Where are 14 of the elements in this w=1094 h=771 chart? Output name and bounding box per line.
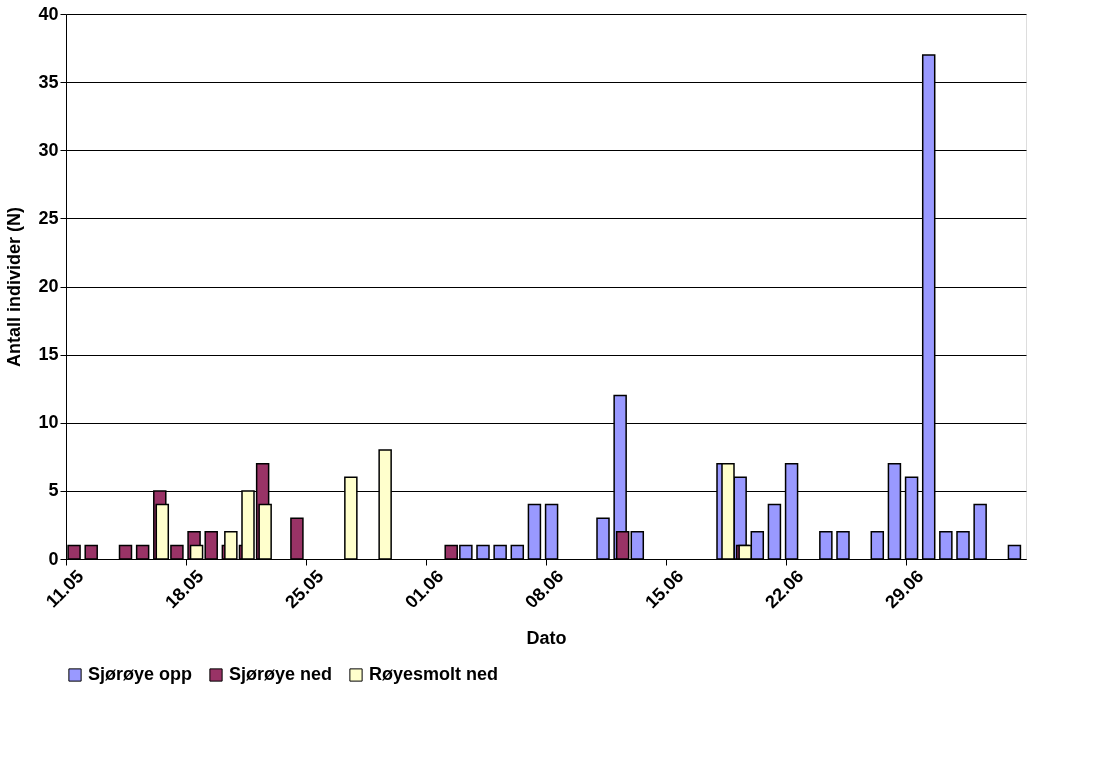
y-tick-label: 0 (48, 548, 59, 569)
y-tick-label: 15 (38, 344, 59, 365)
legend-label: Røyesmolt ned (369, 664, 499, 684)
legend-label: Sjørøye ned (229, 664, 333, 684)
y-tick-label: 10 (38, 412, 59, 433)
y-tick-label: 5 (48, 480, 59, 501)
y-tick-label: 25 (38, 207, 59, 228)
y-tick-label: 35 (38, 71, 59, 92)
y-axis-title: Antall individer (N) (4, 206, 25, 368)
y-tick-label: 20 (38, 276, 59, 296)
legend-label: Sjørøye opp (88, 664, 193, 684)
y-tick-label: 40 (38, 3, 59, 24)
x-axis-title: Dato (526, 628, 567, 649)
y-tick-label: 30 (38, 139, 59, 160)
